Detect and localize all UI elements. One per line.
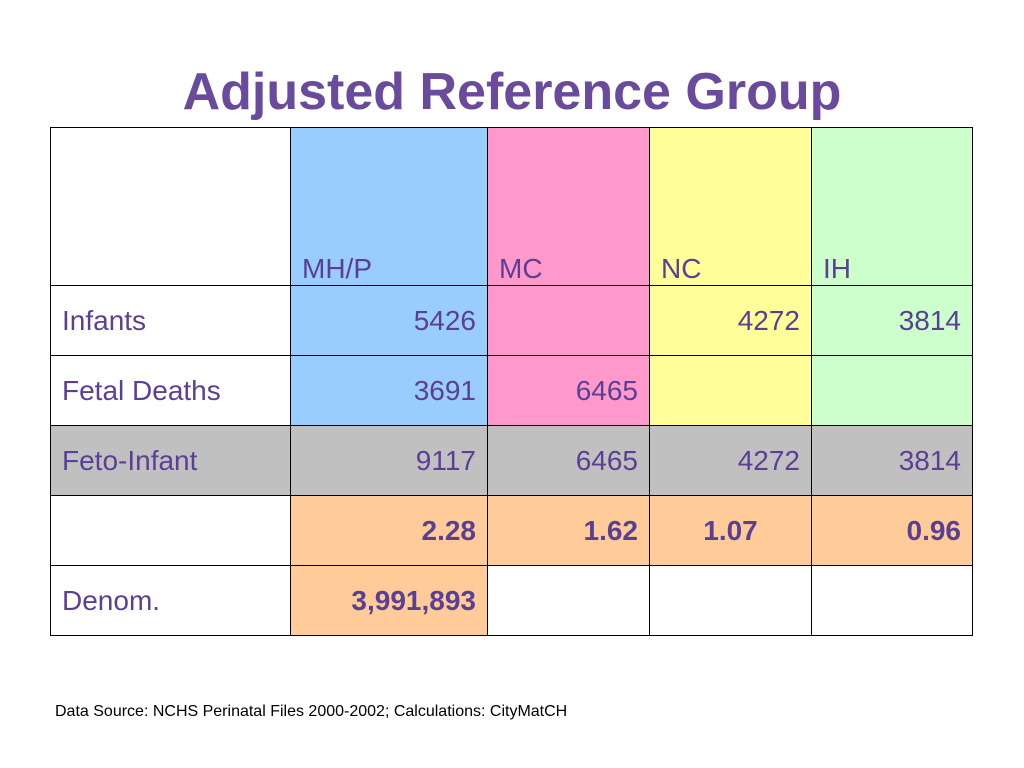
row-label: Feto-Infant — [50, 425, 291, 496]
header-corner-cell — [50, 127, 291, 286]
table-cell — [487, 285, 650, 356]
row-label — [50, 495, 291, 566]
row-label: Infants — [50, 285, 291, 356]
table-cell — [811, 565, 973, 636]
row-label: Denom. — [50, 565, 291, 636]
table-cell: 3691 — [290, 355, 488, 426]
page-title: Adjusted Reference Group — [182, 63, 842, 121]
table-cell: 6465 — [487, 355, 650, 426]
row-label: Fetal Deaths — [50, 355, 291, 426]
table-row-denom: Denom. 3,991,893 — [50, 565, 973, 636]
table-cell: 3814 — [811, 425, 973, 496]
header-cell-ih: IH — [811, 127, 973, 286]
table-row-infants: Infants 5426 4272 3814 — [50, 285, 973, 356]
table-cell — [811, 355, 973, 426]
table-cell — [649, 565, 812, 636]
table-cell: 1.07 — [649, 495, 812, 566]
table-cell: 6465 — [487, 425, 650, 496]
header-cell-mhp: MH/P — [290, 127, 488, 286]
table-cell — [487, 565, 650, 636]
table-cell: 5426 — [290, 285, 488, 356]
header-row: MH/P MC NC IH — [50, 127, 973, 286]
table-cell: 9117 — [290, 425, 488, 496]
table-cell: 3,991,893 — [290, 565, 488, 636]
table-cell: 2.28 — [290, 495, 488, 566]
table-row-rates: 2.28 1.62 1.07 0.96 — [50, 495, 973, 566]
table-cell: 3814 — [811, 285, 973, 356]
table-row-fetal-deaths: Fetal Deaths 3691 6465 — [50, 355, 973, 426]
table-cell: 0.96 — [811, 495, 973, 566]
table-cell: 4272 — [649, 425, 812, 496]
table-cell — [649, 355, 812, 426]
table-cell: 1.62 — [487, 495, 650, 566]
table-cell: 4272 — [649, 285, 812, 356]
header-cell-mc: MC — [487, 127, 650, 286]
data-table: MH/P MC NC IH Infants 5426 4272 3814 Fet… — [50, 127, 973, 636]
header-cell-nc: NC — [649, 127, 812, 286]
data-source-note: Data Source: NCHS Perinatal Files 2000-2… — [55, 703, 568, 720]
table-row-feto-infant: Feto-Infant 9117 6465 4272 3814 — [50, 425, 973, 496]
